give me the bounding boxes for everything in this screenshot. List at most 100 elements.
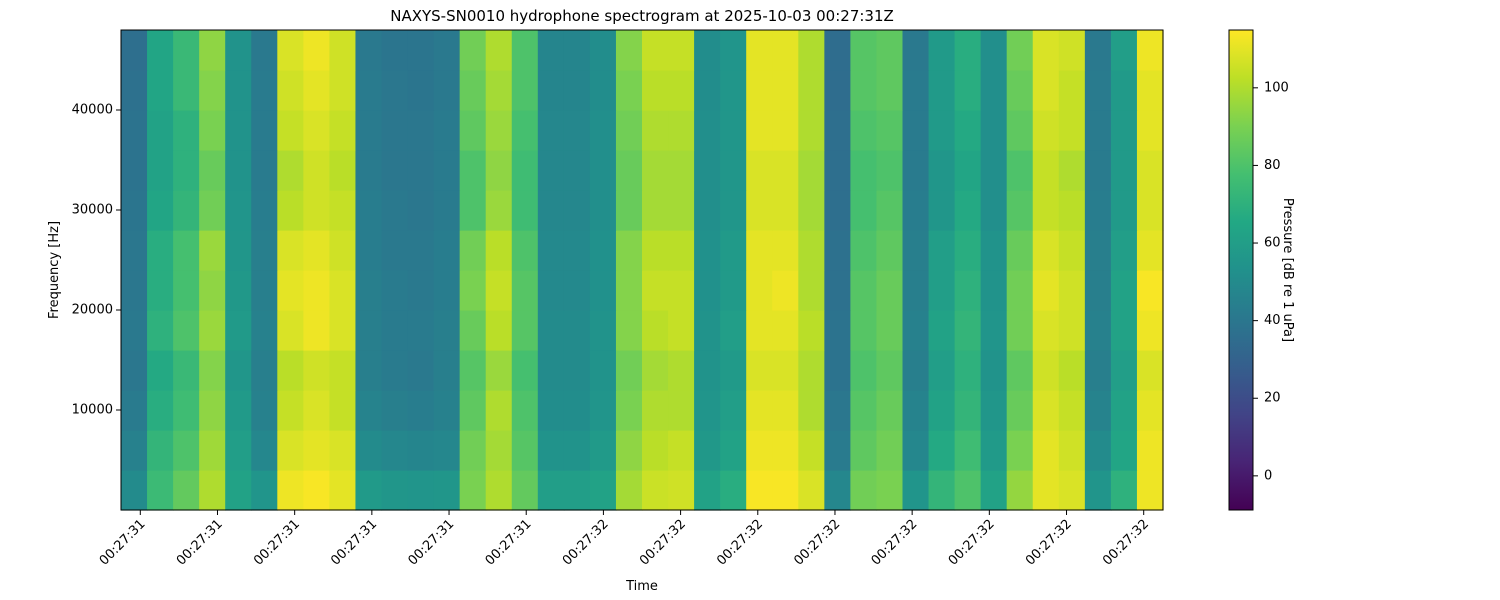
heat-cell <box>1032 190 1060 231</box>
heat-cell <box>746 470 773 511</box>
heat-cell <box>121 350 148 391</box>
heat-cell <box>563 390 591 431</box>
heat-cell <box>537 110 565 151</box>
heat-cell <box>1136 230 1164 271</box>
heat-cell <box>147 430 174 471</box>
heat-cell <box>485 110 513 151</box>
heat-cell <box>615 310 643 351</box>
heat-cell <box>824 150 851 191</box>
heat-cell <box>355 470 383 511</box>
heat-cell <box>433 30 461 71</box>
heat-cell <box>720 190 747 231</box>
heat-cell <box>1110 470 1138 511</box>
heat-cell <box>642 430 669 471</box>
heat-cell <box>902 70 930 111</box>
heat-cell <box>928 230 956 271</box>
x-tick-label: 00:27:31 <box>405 517 457 569</box>
heat-cell <box>485 230 513 271</box>
heat-cell <box>329 110 357 151</box>
heat-cell <box>668 190 695 231</box>
heat-cell <box>537 390 565 431</box>
heat-cell <box>173 430 200 471</box>
heat-cell <box>355 30 383 71</box>
heat-cell <box>407 230 435 271</box>
heat-cell <box>251 470 278 511</box>
heat-cell <box>694 270 721 311</box>
heat-cell <box>485 310 513 351</box>
heat-cell <box>720 150 747 191</box>
heat-cell <box>511 190 539 231</box>
heat-cell <box>615 390 643 431</box>
heat-cell <box>303 310 330 351</box>
heat-cell <box>563 230 591 271</box>
colorbar-tick-label: 100 <box>1264 80 1289 95</box>
heat-cell <box>902 350 930 391</box>
heat-cell <box>772 30 799 71</box>
heat-cell <box>1058 310 1086 351</box>
heat-cell <box>563 350 591 391</box>
heat-cell <box>1058 470 1086 511</box>
heat-cell <box>147 110 174 151</box>
heat-cell <box>355 350 383 391</box>
heat-cell <box>902 310 930 351</box>
heat-cell <box>668 470 695 511</box>
heat-cell <box>277 150 304 191</box>
heat-cell <box>1006 310 1034 351</box>
heat-cell <box>850 70 878 111</box>
y-tick-label: 30000 <box>72 203 113 218</box>
heat-cell <box>1084 150 1112 191</box>
heat-cell <box>824 390 851 431</box>
heat-cell <box>668 390 695 431</box>
heat-cell <box>251 110 278 151</box>
heat-cell <box>1084 190 1112 231</box>
heat-cell <box>433 150 461 191</box>
heat-cell <box>1110 310 1138 351</box>
heat-cell <box>199 430 226 471</box>
heat-cell <box>537 150 565 191</box>
heat-cell <box>121 30 148 71</box>
heat-cell <box>642 30 669 71</box>
plot-frame <box>120 29 1164 511</box>
heat-cell <box>694 190 721 231</box>
heat-cell <box>407 350 435 391</box>
x-tick-label: 00:27:31 <box>328 517 380 569</box>
heat-cell <box>511 350 539 391</box>
heat-cell <box>824 190 851 231</box>
x-tick-label: 00:27:32 <box>1023 517 1075 569</box>
heat-cell <box>746 70 773 111</box>
heat-cell <box>511 30 539 71</box>
heat-cell <box>954 350 982 391</box>
heat-cell <box>876 110 904 151</box>
heat-cell <box>537 70 565 111</box>
heat-cell <box>1032 110 1060 151</box>
heat-cell <box>589 70 617 111</box>
heat-cell <box>1032 150 1060 191</box>
heat-cell <box>277 310 304 351</box>
heat-cell <box>381 190 409 231</box>
heat-cell <box>1006 190 1034 231</box>
heat-cell <box>433 470 461 511</box>
heat-cell <box>589 230 617 271</box>
heat-cell <box>589 390 617 431</box>
heat-cell <box>1084 390 1112 431</box>
heat-cell <box>355 310 383 351</box>
heat-cell <box>1058 150 1086 191</box>
heat-cell <box>980 230 1008 271</box>
heat-cell <box>798 190 825 231</box>
heat-cell <box>1084 230 1112 271</box>
heat-cell <box>329 350 357 391</box>
heat-cell <box>563 190 591 231</box>
heat-cell <box>225 30 252 71</box>
heat-cell <box>1058 70 1086 111</box>
heat-cell <box>772 270 799 311</box>
heat-cell <box>1136 350 1164 391</box>
heat-cell <box>720 30 747 71</box>
heat-cell <box>251 350 278 391</box>
heat-cell <box>303 150 330 191</box>
heat-cell <box>824 30 851 71</box>
heat-cell <box>720 350 747 391</box>
heat-cell <box>485 150 513 191</box>
heat-cell <box>589 430 617 471</box>
heat-cell <box>303 30 330 71</box>
heat-cell <box>407 150 435 191</box>
